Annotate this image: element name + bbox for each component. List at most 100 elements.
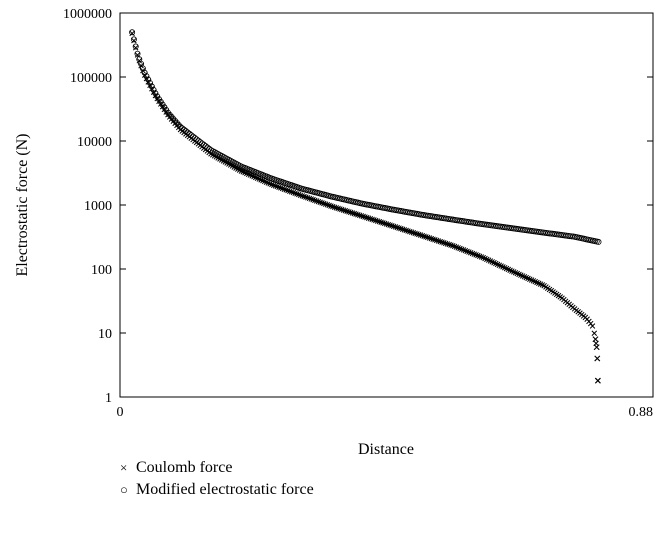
- data-point-cross: [399, 226, 406, 233]
- data-point-cross: [132, 45, 139, 51]
- data-point-cross: [433, 237, 440, 244]
- data-point-cross: [410, 229, 417, 236]
- data-point-cross: [450, 242, 456, 249]
- data-point-cross: [593, 344, 600, 351]
- data-point-cross: [405, 228, 411, 234]
- data-point-circle: [172, 117, 179, 124]
- data-point-cross: [274, 183, 280, 190]
- data-point-cross: [329, 203, 336, 210]
- data-point-cross: [589, 323, 596, 329]
- data-point-cross: [365, 215, 372, 221]
- circle-marker-icon: ○: [120, 482, 128, 497]
- data-point-cross: [340, 207, 347, 213]
- data-point-cross: [403, 227, 409, 234]
- data-point-cross: [129, 30, 135, 37]
- data-point-cross: [372, 217, 379, 224]
- data-point-cross: [326, 202, 332, 209]
- data-point-cross: [407, 228, 413, 235]
- data-point-cross: [387, 222, 393, 228]
- data-point-cross: [270, 182, 277, 188]
- data-point-circle: [147, 80, 154, 87]
- data-point-cross: [430, 236, 436, 242]
- data-point-cross: [306, 195, 313, 202]
- data-point-circle: [129, 29, 136, 36]
- data-point-cross: [347, 209, 354, 216]
- legend-item-coulomb: × Coulomb force: [120, 457, 314, 479]
- data-point-cross: [378, 219, 384, 226]
- series-coulomb: [129, 30, 601, 384]
- data-point-cross: [319, 200, 325, 206]
- y-tick-label: 1000000: [63, 7, 112, 22]
- y-tick-label: 10000: [77, 135, 112, 150]
- data-point-circle: [148, 83, 155, 90]
- data-point-cross: [591, 330, 598, 337]
- data-point-cross: [292, 190, 298, 196]
- x-tick-label: 0: [117, 405, 124, 420]
- data-point-cross: [317, 199, 323, 205]
- data-point-cross: [315, 198, 322, 205]
- data-point-circle: [173, 120, 180, 127]
- data-point-cross: [394, 224, 400, 231]
- plot-marks: [129, 29, 602, 384]
- data-point-cross: [424, 234, 431, 241]
- data-point-circle: [130, 36, 137, 43]
- data-point-cross: [138, 62, 144, 69]
- data-point-cross: [360, 213, 366, 220]
- data-point-cross: [279, 185, 286, 192]
- data-point-circle: [141, 69, 148, 76]
- data-point-cross: [364, 214, 370, 221]
- data-point-cross: [324, 202, 331, 208]
- data-point-cross: [428, 235, 435, 242]
- data-point-cross: [331, 204, 338, 210]
- data-point-cross: [313, 198, 320, 204]
- data-point-cross: [346, 209, 352, 215]
- data-point-cross: [441, 240, 447, 246]
- data-point-circle: [175, 122, 182, 129]
- cross-marker-icon: ×: [120, 460, 128, 475]
- data-point-cross: [338, 206, 345, 213]
- data-point-cross: [592, 336, 599, 343]
- data-point-cross: [439, 239, 445, 245]
- y-tick-label: 10: [98, 327, 112, 342]
- data-point-circle: [166, 111, 173, 118]
- data-point-cross: [415, 231, 422, 238]
- data-point-cross: [396, 225, 402, 231]
- data-point-cross: [353, 211, 359, 217]
- data-point-cross: [322, 201, 329, 207]
- data-point-cross: [276, 184, 282, 190]
- data-point-cross: [287, 188, 293, 194]
- x-axis-title: Distance: [358, 441, 414, 458]
- data-point-circle: [595, 238, 602, 245]
- data-point-cross: [358, 213, 365, 219]
- data-point-cross: [335, 205, 341, 212]
- data-point-cross: [380, 220, 386, 226]
- x-tick-label: 0.88: [629, 405, 654, 420]
- data-point-cross: [401, 227, 408, 233]
- data-point-cross: [281, 186, 288, 192]
- data-point-circle: [150, 86, 157, 93]
- data-point-cross: [269, 181, 275, 188]
- data-point-cross: [349, 210, 356, 216]
- data-point-cross: [321, 200, 327, 207]
- data-point-cross: [414, 231, 420, 237]
- data-point-cross: [417, 232, 424, 238]
- data-point-cross: [398, 225, 404, 232]
- data-point-cross: [412, 230, 418, 237]
- data-point-cross: [381, 220, 388, 227]
- data-point-circle: [168, 113, 175, 120]
- data-point-cross: [367, 216, 374, 222]
- data-point-circle: [145, 76, 152, 83]
- data-point-cross: [419, 232, 426, 239]
- data-point-cross: [356, 212, 363, 219]
- data-point-cross: [437, 238, 443, 245]
- data-point-cross: [448, 242, 454, 248]
- data-point-cross: [337, 206, 343, 212]
- legend-label-coulomb: Coulomb force: [136, 459, 233, 476]
- data-point-circle: [152, 90, 159, 97]
- data-point-cross: [444, 241, 451, 247]
- data-point-cross: [385, 221, 392, 228]
- data-point-cross: [594, 355, 601, 362]
- data-point-cross: [297, 192, 304, 198]
- data-point-circle: [132, 43, 139, 50]
